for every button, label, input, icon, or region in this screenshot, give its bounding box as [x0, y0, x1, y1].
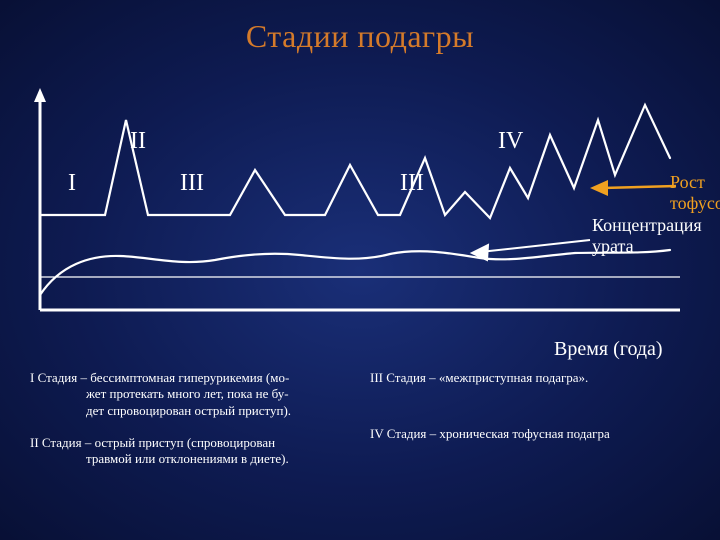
desc-col-left: I Стадия – бессимптомная гиперурикемия (…: [30, 370, 350, 483]
slide-title: Стадии подагры: [0, 18, 720, 55]
urate-annot-l2: урата: [592, 236, 634, 256]
stage-label-IV: IV: [498, 128, 523, 155]
chart-svg: [30, 80, 690, 340]
desc-stage-II: II Стадия – острый приступ (спровоцирова…: [30, 435, 350, 468]
stage-label-I: I: [68, 170, 76, 197]
stageII-head: II Стадия –: [30, 435, 91, 450]
desc-stage-III: III Стадия – «межприступная подагра».: [370, 370, 690, 386]
desc-col-right: III Стадия – «межприступная подагра». IV…: [370, 370, 690, 459]
urate-annot-l1: Концентрация: [592, 215, 702, 235]
stageIV-head: IV Стадия –: [370, 426, 436, 441]
stageIII-l1: «межприступная подагра».: [439, 370, 588, 385]
stageII-l2: травмой или отклонениями в диете).: [30, 451, 350, 467]
slide: Стадии подагры I: [0, 0, 720, 540]
stageII-l1: острый приступ (спровоцирован: [95, 435, 276, 450]
tophus-annot-l1: Рост: [670, 172, 705, 192]
stage-label-III-b: III: [400, 170, 424, 197]
desc-stage-I: I Стадия – бессимптомная гиперурикемия (…: [30, 370, 350, 419]
stageI-l2: жет протекать много лет, пока не бу-: [30, 386, 350, 402]
y-axis-arrowhead: [34, 88, 46, 102]
chart-area: I II III III IV Концентрация урата Рост …: [30, 80, 690, 320]
x-axis-label: Время (года): [554, 338, 663, 361]
urate-line: [40, 250, 670, 295]
desc-stage-IV: IV Стадия – хроническая тофусная подагра: [370, 426, 690, 442]
tophus-annotation: Рост тофусов: [670, 172, 720, 213]
stage-label-II: II: [130, 128, 146, 155]
stageI-head: I Стадия –: [30, 370, 87, 385]
tophus-annot-l2: тофусов: [670, 193, 720, 213]
stageIII-head: III Стадия –: [370, 370, 436, 385]
urate-annotation: Концентрация урата: [592, 215, 702, 256]
spikes-line: [40, 105, 670, 218]
tophus-arrow: [590, 180, 676, 196]
stageIV-l1: хроническая тофусная подагра: [439, 426, 609, 441]
stage-label-III-a: III: [180, 170, 204, 197]
stageI-l1: бессимптомная гиперурикемия (мо-: [90, 370, 289, 385]
stageI-l3: дет спровоцирован острый приступ).: [30, 403, 350, 419]
